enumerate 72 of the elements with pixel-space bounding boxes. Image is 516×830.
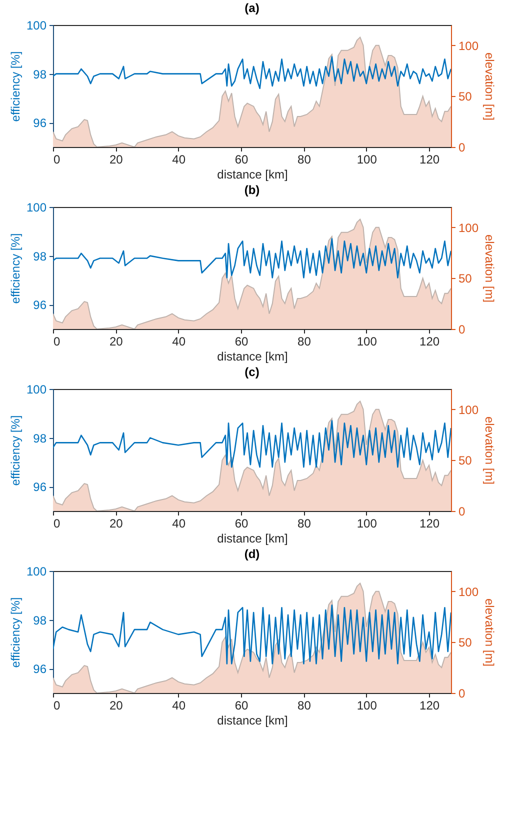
y2-tick-label: 100 bbox=[458, 220, 479, 235]
y-tick-label: 100 bbox=[26, 18, 47, 32]
x-axis-title: distance [km] bbox=[217, 168, 288, 182]
x-tick-label: 20 bbox=[109, 334, 124, 348]
y-tick-label: 96 bbox=[33, 480, 47, 494]
y2-tick-label: 100 bbox=[458, 584, 479, 599]
x-tick-label: 80 bbox=[298, 516, 312, 530]
x-tick-label: 100 bbox=[356, 698, 378, 712]
y-axis-title: efficiency [%] bbox=[8, 597, 22, 668]
x-tick-label: 60 bbox=[234, 334, 249, 348]
x-tick-label: 40 bbox=[172, 516, 186, 530]
x-tick-label: 120 bbox=[420, 698, 440, 712]
chart-title: (c) bbox=[244, 365, 260, 379]
y-tick-label: 100 bbox=[26, 382, 47, 396]
y2-axis-title: elevation [m] bbox=[482, 234, 497, 303]
y2-tick-label: 100 bbox=[458, 402, 479, 417]
y-tick-label: 96 bbox=[33, 662, 47, 676]
x-tick-label: 80 bbox=[298, 334, 312, 348]
y2-tick-label: 0 bbox=[458, 504, 466, 518]
x-tick-label: 60 bbox=[234, 152, 249, 166]
x-tick-label: 20 bbox=[109, 516, 124, 530]
x-tick-label: 120 bbox=[420, 152, 440, 166]
y2-tick-label: 0 bbox=[458, 140, 466, 154]
y2-tick-label: 0 bbox=[458, 322, 466, 336]
y-tick-label: 100 bbox=[26, 200, 47, 214]
y2-tick-label: 50 bbox=[458, 272, 472, 286]
y2-tick-label: 50 bbox=[458, 636, 472, 650]
x-axis-title: distance [km] bbox=[217, 350, 288, 364]
x-tick-label: 40 bbox=[172, 698, 186, 712]
x-tick-label: 0 bbox=[54, 698, 60, 712]
x-tick-label: 40 bbox=[172, 152, 186, 166]
y-tick-label: 98 bbox=[33, 67, 47, 82]
y2-tick-label: 0 bbox=[458, 686, 466, 700]
y2-axis-title: elevation [m] bbox=[482, 416, 497, 485]
x-tick-label: 80 bbox=[298, 698, 312, 712]
x-tick-label: 100 bbox=[356, 516, 378, 530]
chart-title: (d) bbox=[244, 547, 260, 561]
chart-title: (a) bbox=[244, 1, 260, 15]
x-tick-label: 80 bbox=[298, 152, 312, 166]
line-series bbox=[53, 604, 451, 664]
y2-axis-title: elevation [m] bbox=[482, 52, 497, 121]
y-axis-title: efficiency [%] bbox=[8, 415, 22, 486]
y-axis-title: efficiency [%] bbox=[8, 233, 22, 304]
x-tick-label: 60 bbox=[234, 516, 249, 530]
chart-title: (b) bbox=[244, 183, 260, 197]
x-tick-label: 100 bbox=[356, 152, 378, 166]
y2-axis-title: elevation [m] bbox=[482, 598, 497, 667]
x-tick-label: 120 bbox=[420, 334, 440, 348]
line-series bbox=[53, 420, 451, 468]
y-tick-label: 96 bbox=[33, 116, 47, 130]
y-tick-label: 100 bbox=[26, 564, 47, 578]
x-tick-label: 40 bbox=[172, 334, 186, 348]
y-axis-title: efficiency [%] bbox=[8, 51, 22, 122]
y-tick-label: 98 bbox=[33, 613, 47, 628]
x-tick-label: 0 bbox=[54, 516, 60, 530]
x-tick-label: 60 bbox=[234, 698, 249, 712]
y-tick-label: 98 bbox=[33, 431, 47, 446]
y2-tick-label: 50 bbox=[458, 454, 472, 468]
line-series bbox=[53, 56, 451, 90]
x-axis-title: distance [km] bbox=[217, 714, 288, 728]
x-axis-title: distance [km] bbox=[217, 532, 288, 546]
x-tick-label: 0 bbox=[54, 334, 60, 348]
x-tick-label: 0 bbox=[54, 152, 60, 166]
y-tick-label: 98 bbox=[33, 249, 47, 264]
x-tick-label: 20 bbox=[109, 152, 124, 166]
y2-tick-label: 100 bbox=[458, 38, 479, 53]
line-series bbox=[53, 238, 451, 278]
x-tick-label: 100 bbox=[356, 334, 378, 348]
x-tick-label: 20 bbox=[109, 698, 124, 712]
x-tick-label: 120 bbox=[420, 516, 440, 530]
y-tick-label: 96 bbox=[33, 298, 47, 312]
y2-tick-label: 50 bbox=[458, 90, 472, 104]
